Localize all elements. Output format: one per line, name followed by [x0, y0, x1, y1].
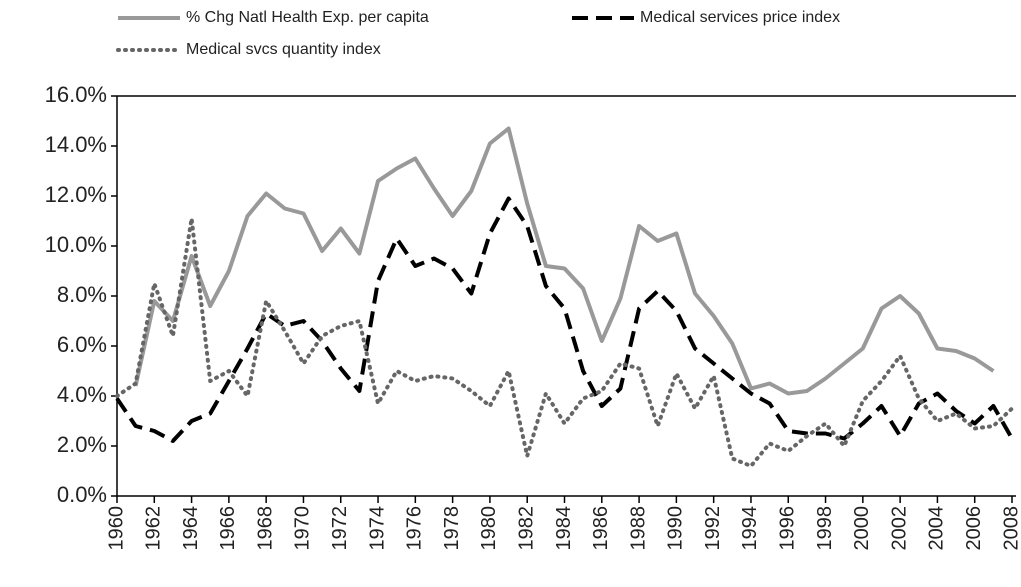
x-tick-label: 1992: [702, 506, 724, 551]
y-tick-label: 10.0%: [45, 232, 107, 257]
x-tick-label: 1990: [665, 506, 687, 551]
x-tick-label: 1982: [515, 506, 537, 551]
x-tick-label: 1970: [292, 506, 314, 551]
y-tick-label: 8.0%: [57, 282, 107, 307]
x-tick-label: 1976: [404, 506, 426, 551]
x-tick-label: 1968: [254, 506, 276, 551]
series-line: [115, 216, 1014, 468]
y-tick-label: 0.0%: [57, 482, 107, 507]
x-tick-label: 1966: [217, 506, 239, 551]
x-tick-label: 1974: [366, 506, 388, 551]
x-tick-label: 1984: [553, 506, 575, 551]
x-tick-label: 1988: [627, 506, 649, 551]
x-tick-label: 1962: [143, 506, 165, 551]
x-tick-label: 1994: [739, 506, 761, 551]
x-tick-label: 2006: [963, 506, 985, 551]
x-tick-label: 1986: [590, 506, 612, 551]
y-tick-label: 14.0%: [45, 132, 107, 157]
x-tick-label: 2000: [851, 506, 873, 551]
y-tick-label: 16.0%: [45, 82, 107, 107]
x-tick-label: 1964: [180, 506, 202, 551]
legend-label: Medical svcs quantity index: [186, 41, 381, 58]
x-tick-label: 1980: [478, 506, 500, 551]
x-tick-label: 1960: [105, 506, 127, 551]
y-tick-label: 2.0%: [57, 432, 107, 457]
x-tick-label: 1972: [329, 506, 351, 551]
y-tick-label: 12.0%: [45, 182, 107, 207]
y-tick-label: 6.0%: [57, 332, 107, 357]
x-tick-label: 2002: [888, 506, 910, 551]
x-tick-label: 1978: [441, 506, 463, 551]
series-line: [133, 126, 995, 396]
legend-label: % Chg Natl Health Exp. per capita: [186, 9, 429, 26]
x-tick-label: 1998: [814, 506, 836, 551]
legend-label: Medical services price index: [640, 9, 840, 26]
series-line: [115, 196, 1014, 443]
x-tick-label: 1996: [777, 506, 799, 551]
x-tick-label: 2004: [926, 506, 948, 551]
x-tick-label: 2008: [1000, 506, 1021, 551]
y-tick-label: 4.0%: [57, 382, 107, 407]
